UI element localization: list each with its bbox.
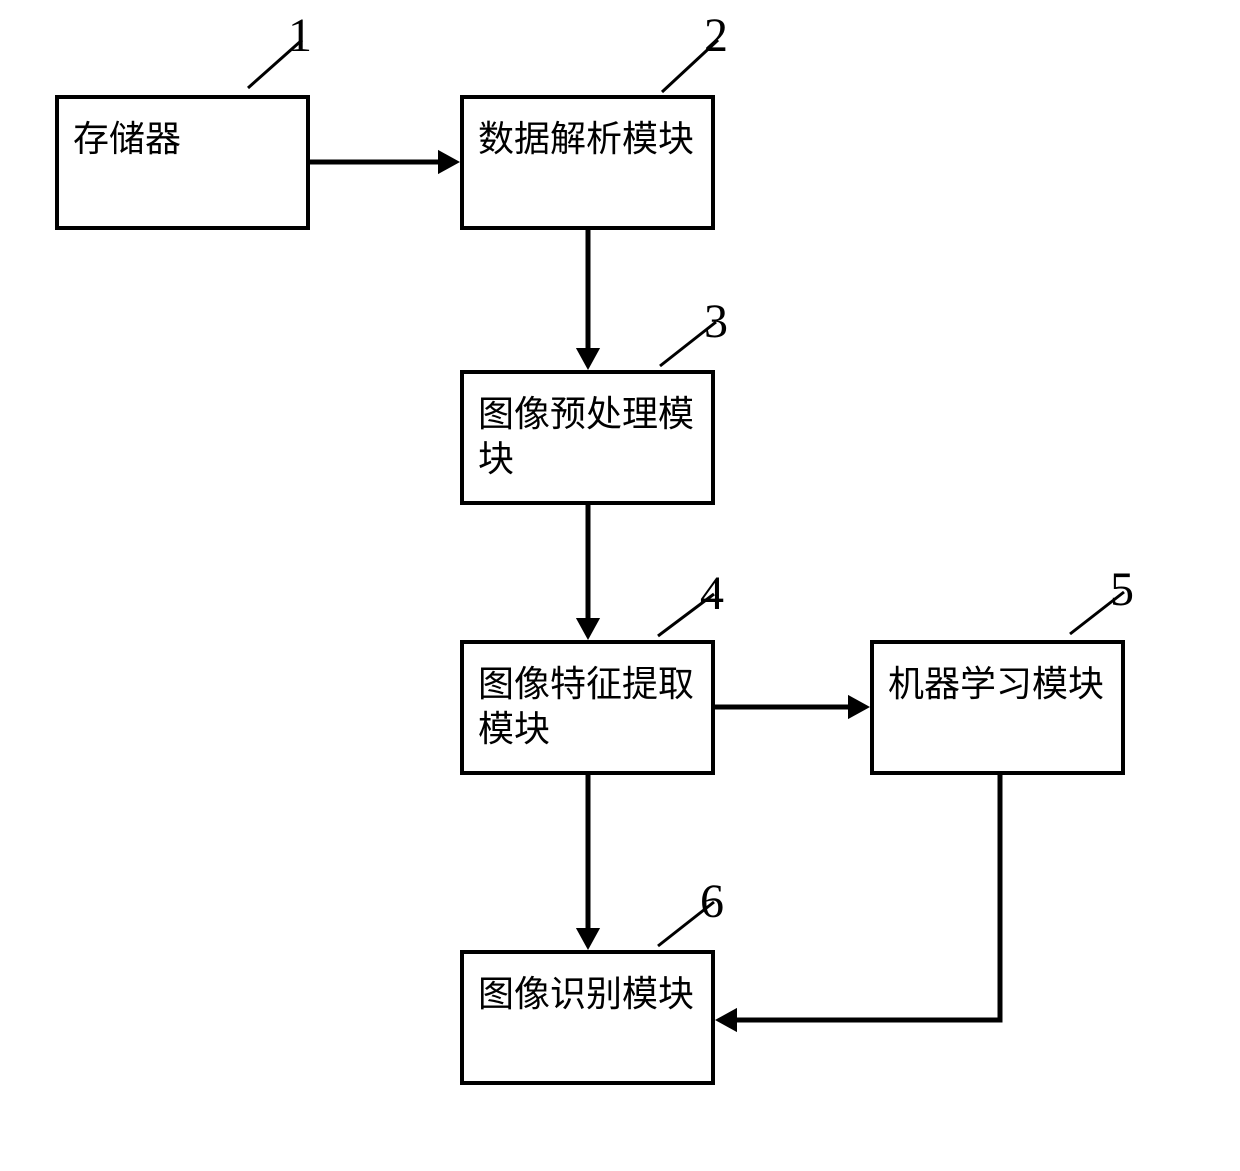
flowchart-edge — [562, 749, 614, 976]
leader-line — [662, 40, 718, 92]
leader-line — [1070, 592, 1124, 634]
leader-line — [248, 40, 302, 88]
leader-line — [658, 594, 714, 636]
node-text: 图像预处理模块 — [478, 392, 697, 482]
flowchart-edge — [689, 749, 1026, 1046]
node-text: 图像识别模块 — [478, 972, 694, 1017]
node-text: 存储器 — [73, 117, 181, 162]
flowchart-edge — [689, 681, 896, 733]
leader-line — [660, 322, 716, 366]
flowchart-edge — [562, 479, 614, 666]
flowchart-node-n1: 存储器 — [55, 95, 310, 230]
flowchart-edge — [284, 136, 486, 188]
node-text: 数据解析模块 — [478, 117, 694, 162]
flowchart-edge — [562, 204, 614, 396]
node-text: 图像特征提取模块 — [478, 662, 697, 752]
node-text: 机器学习模块 — [888, 662, 1104, 707]
